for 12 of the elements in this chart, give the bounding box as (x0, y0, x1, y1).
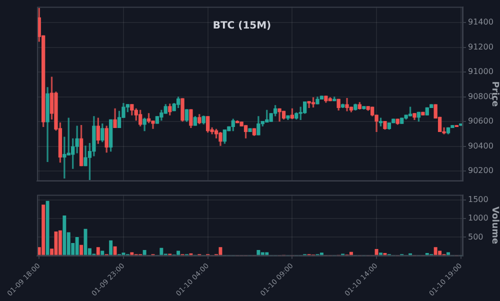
y-tick-label: 90400 (468, 141, 494, 150)
y-tick-label: 91400 (468, 18, 494, 27)
y-tick-label: 91000 (468, 67, 494, 76)
text: BTC (15M) (212, 20, 272, 32)
y-tick-label: 500 (468, 232, 484, 242)
y-tick-label: 90600 (468, 116, 494, 126)
y-axis-title: Volume (489, 206, 500, 244)
y-tick-label: 91200 (468, 42, 494, 52)
y-tick-label: 90200 (468, 166, 494, 176)
y-tick-label: 1500 (468, 195, 488, 204)
y-tick-label: 1000 (468, 214, 488, 223)
y-tick-label: 90800 (468, 92, 494, 101)
